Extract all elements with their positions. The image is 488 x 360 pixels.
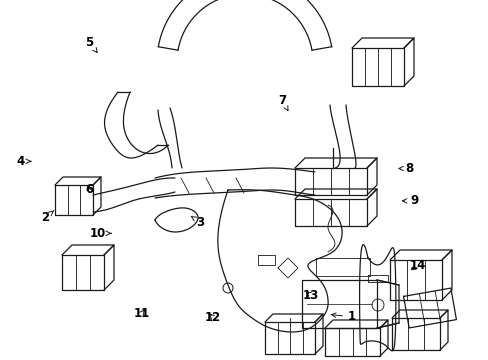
Text: 13: 13 bbox=[302, 289, 319, 302]
Text: 9: 9 bbox=[402, 194, 418, 207]
Text: 7: 7 bbox=[278, 94, 287, 111]
Text: 14: 14 bbox=[408, 259, 425, 272]
Text: 10: 10 bbox=[89, 227, 111, 240]
Text: 12: 12 bbox=[204, 311, 221, 324]
Text: 11: 11 bbox=[133, 307, 150, 320]
Text: 1: 1 bbox=[331, 310, 355, 323]
Text: 4: 4 bbox=[17, 155, 31, 168]
Text: 5: 5 bbox=[85, 36, 97, 53]
Text: 3: 3 bbox=[191, 216, 204, 229]
Text: 2: 2 bbox=[41, 211, 54, 224]
Text: 6: 6 bbox=[85, 183, 93, 195]
Text: 8: 8 bbox=[398, 162, 413, 175]
